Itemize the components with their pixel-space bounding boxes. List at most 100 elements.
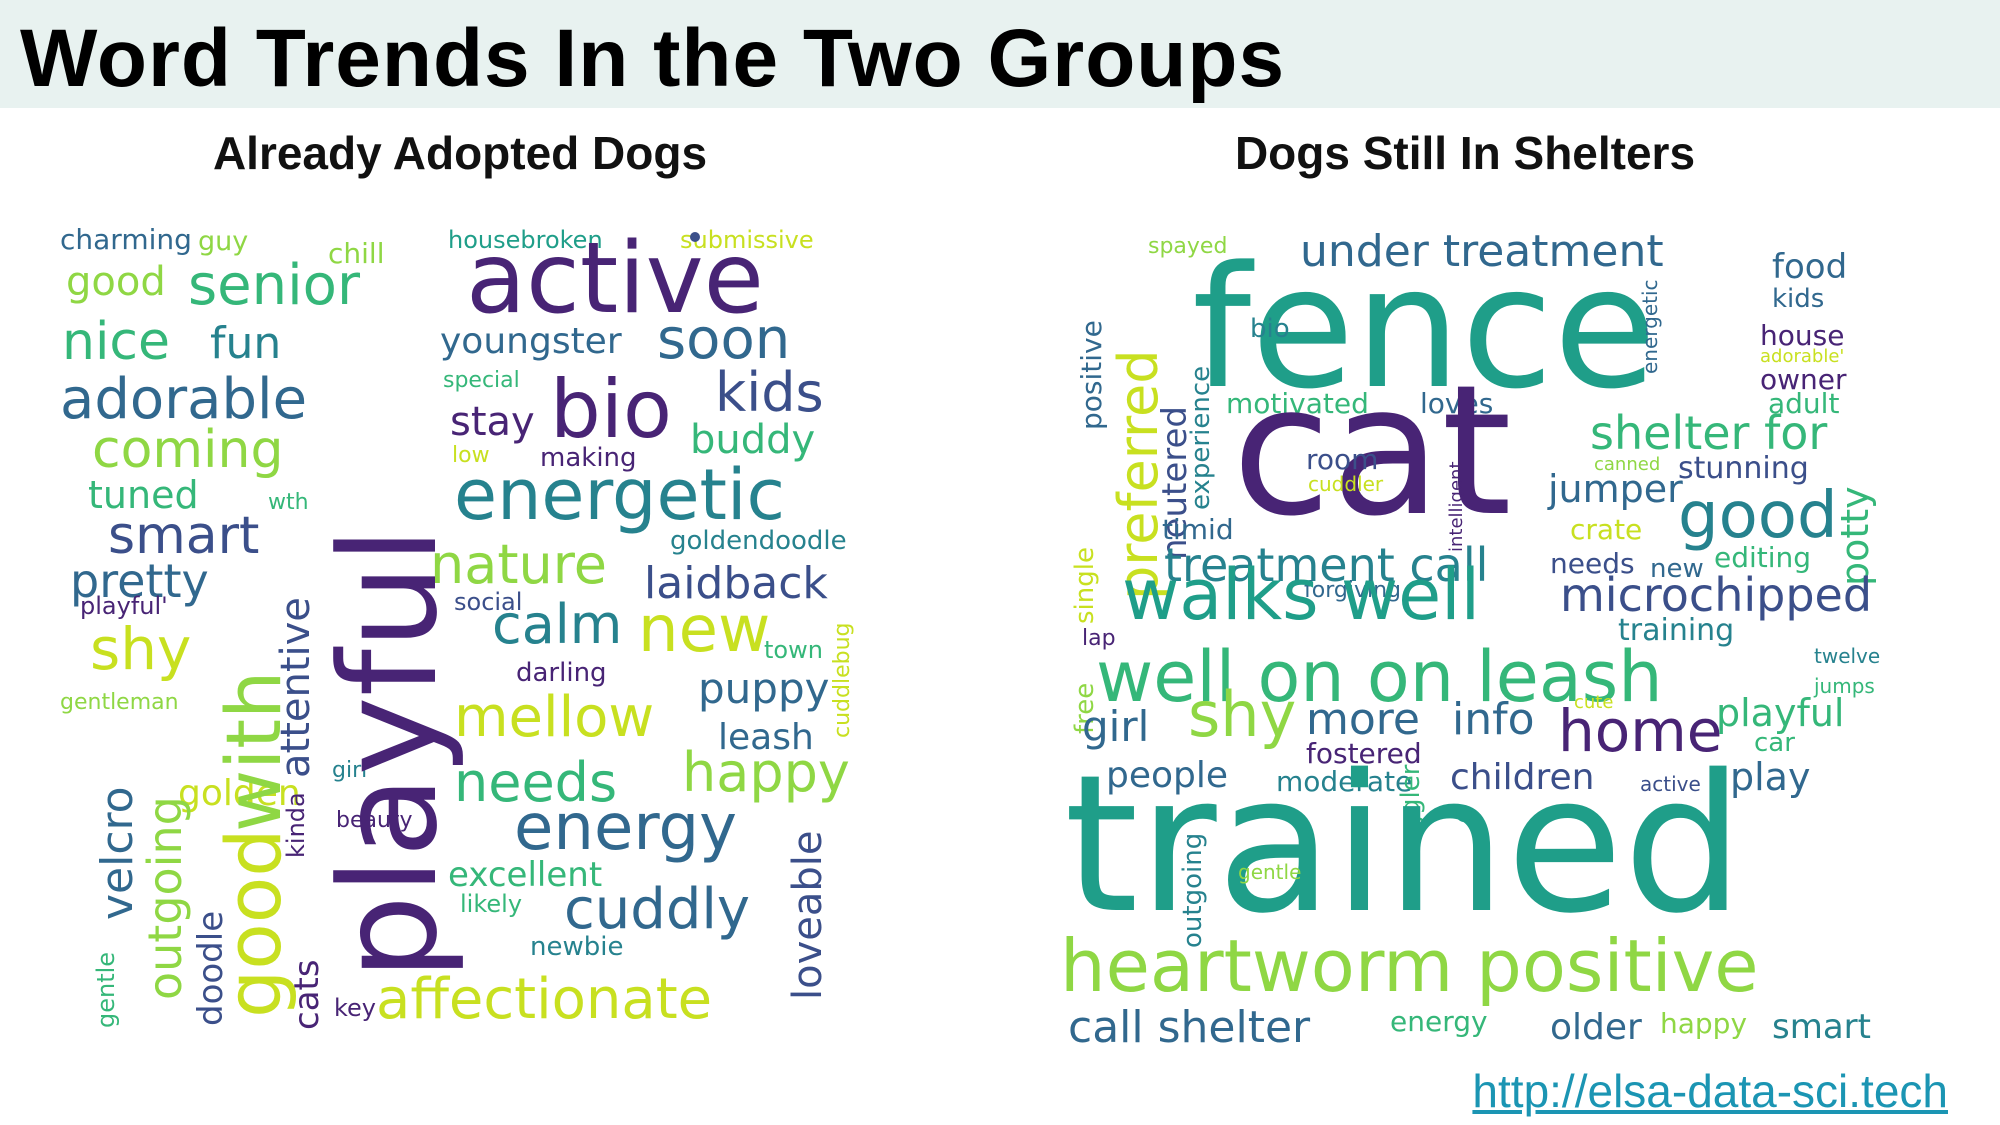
word: more [1306,694,1420,745]
word: play [1730,755,1811,799]
word: shy [1188,678,1297,751]
word: smart [108,506,260,566]
word: people [1106,755,1229,796]
word: smart [1772,1007,1871,1047]
word: home [1558,697,1723,765]
word: fostered [1306,737,1422,770]
word: good [209,828,298,1018]
word-cloud-shelter: spayed under treatment food kids fence b… [1060,220,1890,1060]
word: cuddlebug [830,622,855,739]
word: social [454,588,523,616]
word: experience [1186,365,1216,510]
word: calm [492,593,623,656]
word: active [466,222,764,336]
word: kids [1772,284,1825,314]
word: guy [198,226,249,257]
word: treatment call [1164,538,1489,592]
word: house [1760,319,1845,352]
word: senior [188,253,360,318]
word: golden [178,773,301,814]
word: playful [311,526,467,980]
word: stunning [1678,451,1809,486]
panel-title-adopted: Already Adopted Dogs [212,127,708,179]
page-title: Word Trends In the Two Groups [20,13,1286,104]
source-link[interactable]: http://elsa-data-sci.tech [1472,1065,1948,1117]
word: loves [1420,387,1494,420]
word: beauty [336,808,413,833]
dot-mark [1456,806,1472,822]
word: crate [1570,513,1643,546]
word: editing [1714,541,1812,574]
word: heartworm positive [1060,924,1759,1008]
word: leash [718,717,814,758]
word: active [1640,772,1701,796]
word: playful [1716,691,1845,735]
word: happy [682,741,850,804]
word: charming [60,223,192,256]
panel-title-shelter: Dogs Still In Shelters [1234,127,1696,179]
word: spayed [1148,234,1228,259]
word: nature [430,533,607,596]
word: velcro [92,786,143,920]
word: older [1550,1007,1642,1048]
word: good [66,259,166,305]
word: walks well [1122,554,1481,636]
word: mellow [454,685,655,750]
word: special [443,368,520,393]
word: canned [1594,454,1661,475]
word: puppy [698,664,830,713]
word: chill [328,237,385,270]
word: shelter for [1590,406,1828,460]
word: key [334,994,377,1022]
word: gentle [92,951,120,1028]
word: needs [454,751,618,814]
word: single [1070,547,1100,624]
word: jumper [1548,467,1683,511]
word: kids [715,361,824,424]
word: energetic [1638,279,1662,374]
word: loveable [785,830,831,1001]
dot-mark [690,232,700,242]
word: cute [1574,692,1614,713]
word: lap [1082,626,1116,651]
word: tuned [88,473,199,517]
word: well on on leash [1096,636,1663,718]
word: fun [210,318,282,369]
word: training [1618,613,1735,648]
word: cuddly [564,877,751,942]
word: adorable [60,367,308,432]
word: stay [450,399,535,445]
word: twelve [1814,644,1881,668]
word: under treatment [1300,226,1664,277]
word: laidback [644,558,828,609]
word: jumps [1814,674,1875,698]
word: moderate [1276,765,1413,798]
word: energy [514,791,737,865]
word: housebroken [448,226,603,254]
word: fence [1192,230,1657,426]
word: buddy [690,417,816,463]
word: girl [332,758,368,783]
word: trained [1064,734,1744,955]
word: coming [92,420,284,480]
header-band [0,0,2000,108]
word: town [764,636,823,664]
word: bio [550,363,672,456]
word: needs [1550,547,1635,580]
word: call shelter [1068,1002,1311,1053]
word: nice [62,312,170,372]
word: owner [1760,363,1847,396]
word: wth [268,490,309,515]
word: timid [1162,513,1234,546]
word: low [452,443,490,468]
word: positive [1075,320,1108,430]
word: energy [1390,1005,1488,1038]
word: outgoing [138,796,192,1000]
word: children [1450,757,1595,798]
word: girl [1082,702,1150,751]
word: forgiving [1304,578,1401,603]
word: info [1452,694,1535,745]
word: adorable' [1760,346,1845,367]
word: car [1754,728,1795,758]
word: cuddler [1308,472,1384,496]
